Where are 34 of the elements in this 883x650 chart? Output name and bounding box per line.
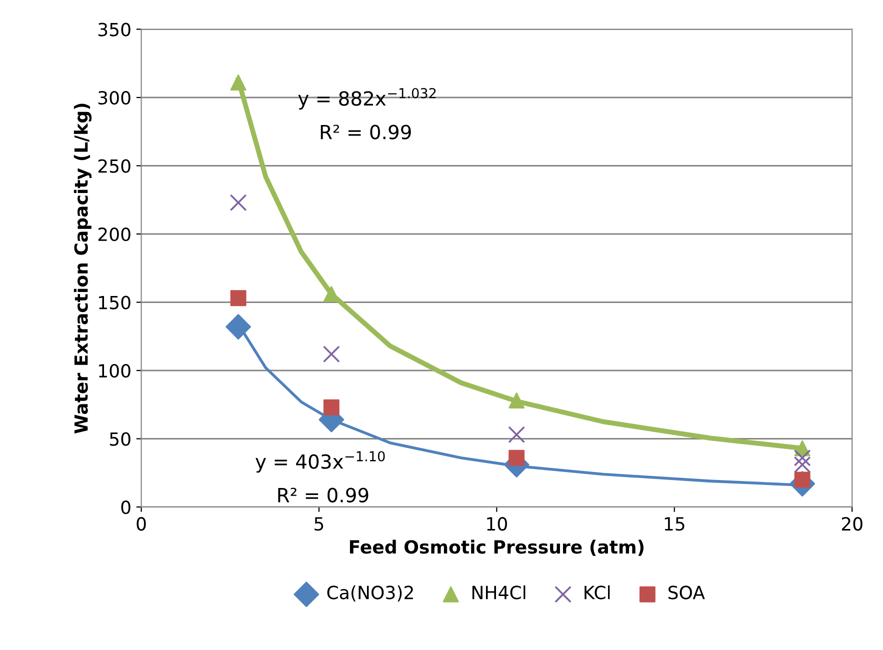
legend-label: NH4Cl: [472, 585, 526, 600]
y-tick-label: 250: [98, 159, 130, 173]
y-axis-title: Water Extraction Capacity (L/kg): [74, 104, 92, 434]
legend-label: SOA: [668, 586, 705, 600]
y-tick-label: 150: [99, 296, 130, 310]
y-tick-label: 300: [98, 90, 130, 105]
point: [230, 290, 246, 306]
x-axis-title: Feed Osmotic Pressure (atm): [350, 540, 644, 556]
legend-label: KCl: [584, 585, 610, 600]
x-tick-label: 20: [842, 517, 862, 531]
x-tick-label: 5: [314, 517, 324, 531]
point: [508, 392, 525, 409]
point: [794, 449, 811, 466]
point: [322, 346, 340, 363]
y-tick-label: 350: [98, 22, 130, 36]
point: [508, 426, 526, 444]
point: [794, 456, 811, 474]
x-tick-label: 0: [136, 517, 146, 531]
y-tick-label: 100: [99, 364, 130, 378]
y-tick-label: 200: [98, 227, 130, 242]
point: [230, 74, 246, 90]
x-tick-label: 15: [664, 517, 684, 531]
annotation: y = 403x$^{−1.10}$: [256, 451, 385, 473]
point: [226, 314, 252, 340]
point: [508, 450, 525, 466]
annotation: R² = 0.99: [278, 488, 368, 502]
x-tick-label: 10: [487, 517, 507, 531]
annotation: y = 882x$^{−1.032}$: [298, 88, 436, 110]
point: [323, 399, 340, 416]
y-tick-label: 0: [121, 500, 130, 514]
y-tick-label: 50: [110, 432, 130, 446]
point: [230, 194, 247, 212]
annotation: R² = 0.99: [320, 124, 411, 140]
legend-label: Ca(NO3)2: [327, 585, 413, 602]
